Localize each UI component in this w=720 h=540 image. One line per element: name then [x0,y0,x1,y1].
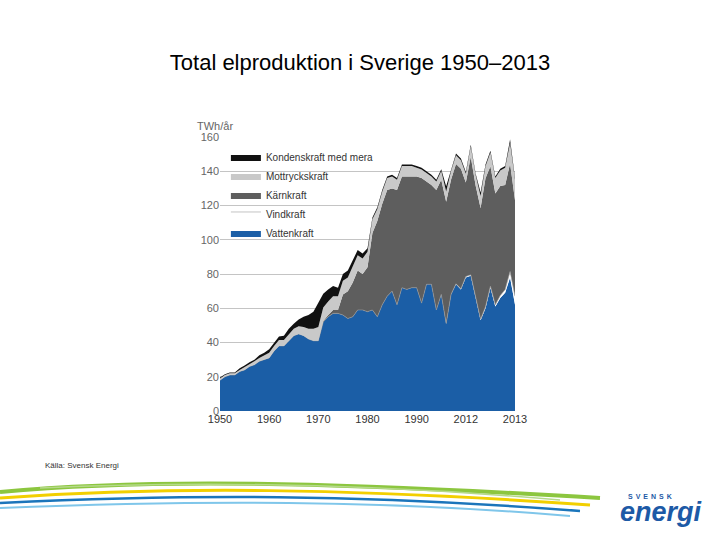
svg-text:100: 100 [201,234,219,246]
svg-text:Mottryckskraft: Mottryckskraft [266,171,328,182]
svg-text:Vindkraft: Vindkraft [266,209,306,220]
svg-text:1960: 1960 [257,413,281,425]
svg-text:1980: 1980 [355,413,379,425]
svg-text:TWh/år: TWh/år [197,120,233,132]
html-text:Källa: Svensk Energi: Källa: Svensk Energi [45,461,119,470]
svg-text:1990: 1990 [404,413,428,425]
svg-text:160: 160 [201,131,219,143]
svg-text:20: 20 [207,371,219,383]
svg-text:Kondenskraft med mera: Kondenskraft med mera [266,152,373,163]
html-text:SVENSK: SVENSK [628,493,675,500]
svg-text:2013: 2013 [503,413,527,425]
svg-text:Vattenkraft: Vattenkraft [266,228,314,239]
html-text:energi: energi [620,497,701,527]
svg-text:Total elproduktion i Sverige 1: Total elproduktion i Sverige 1950–2013 [170,50,550,75]
svg-text:60: 60 [207,302,219,314]
svg-text:1950: 1950 [208,413,232,425]
svg-text:120: 120 [201,199,219,211]
svg-text:40: 40 [207,336,219,348]
svg-text:80: 80 [207,268,219,280]
svg-text:140: 140 [201,165,219,177]
svg-text:2012: 2012 [454,413,478,425]
svg-text:0: 0 [213,405,219,417]
svg-text:1970: 1970 [306,413,330,425]
svg-text:Kärnkraft: Kärnkraft [266,190,307,201]
